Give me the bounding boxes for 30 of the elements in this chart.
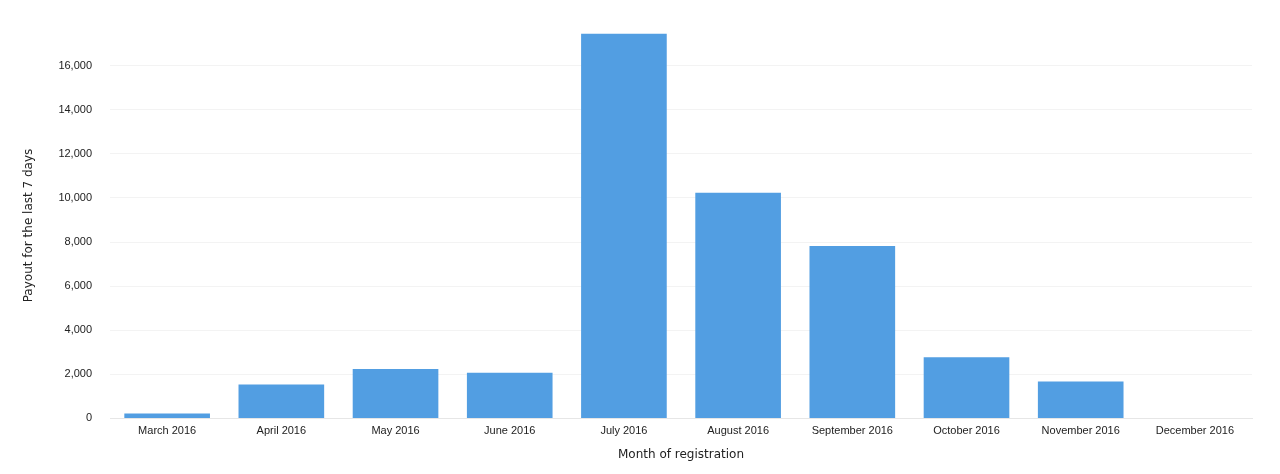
bar [466,372,553,418]
x-tick-label: August 2016 [707,424,770,437]
x-tick-label: May 2016 [371,424,420,437]
x-tick-label: June 2016 [484,424,536,437]
bar [923,357,1010,418]
y-tick-label: 12,000 [58,146,93,159]
y-tick-label: 4,000 [64,323,93,336]
x-tick-label: July 2016 [600,424,648,437]
bar [124,413,210,418]
y-axis-title: Payout for the last 7 days [21,148,36,303]
y-tick-label: 0 [85,411,93,424]
bar [695,192,781,418]
y-tick-label: 2,000 [64,367,93,380]
y-tick-label: 14,000 [58,102,93,115]
x-tick-label: November 2016 [1041,424,1120,437]
bar [1037,381,1124,418]
x-tick-label: December 2016 [1155,424,1235,437]
x-tick-label: April 2016 [256,424,307,437]
y-tick-label: 10,000 [58,190,93,203]
x-tick-label: September 2016 [811,424,893,437]
x-tick-label: October 2016 [933,424,1000,437]
y-tick-label: 6,000 [64,279,93,292]
bar [581,33,667,418]
x-axis-title: Month of registration [618,446,745,461]
bar [238,384,325,418]
bar [352,369,439,418]
bar [809,246,896,418]
y-tick-label: 8,000 [64,235,93,248]
y-tick-label: 16,000 [58,58,93,71]
x-tick-label: March 2016 [138,424,197,437]
